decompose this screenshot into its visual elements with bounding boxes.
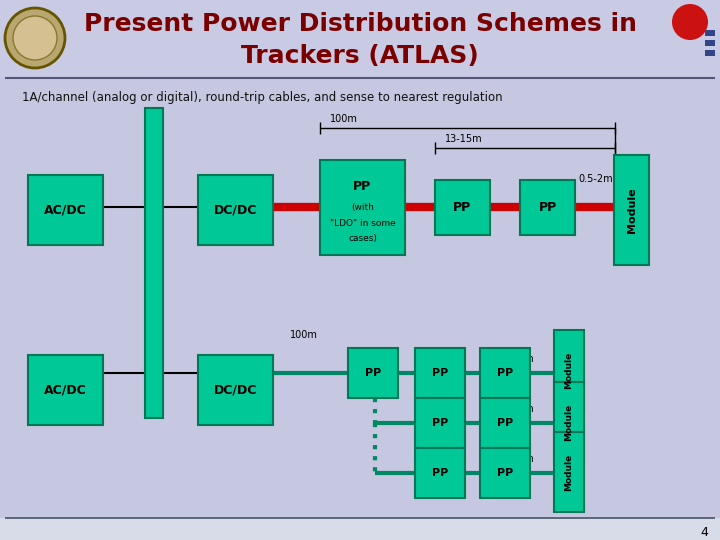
Text: AC/DC: AC/DC [44,383,87,396]
Circle shape [13,16,57,60]
Text: Module: Module [564,352,574,389]
Text: Module: Module [564,454,574,491]
Bar [705,50,715,56]
Bar [554,432,584,512]
Bar [0,518,720,540]
Text: 0.5-2m: 0.5-2m [499,454,534,464]
Text: 1A/channel (analog or digital), round-trip cables, and sense to nearest regulati: 1A/channel (analog or digital), round-tr… [22,91,503,105]
Bar [415,348,465,398]
Bar [554,330,584,410]
Text: Present Power Distribution Schemes in: Present Power Distribution Schemes in [84,12,636,36]
Text: (with: (with [351,203,374,212]
Bar [435,180,490,235]
Text: 0.5-2m: 0.5-2m [499,404,534,414]
Text: PP: PP [365,368,381,378]
Bar [28,355,103,425]
Text: PP: PP [432,368,448,378]
Bar [480,448,530,498]
Bar [554,382,584,462]
Text: 0.5-2m: 0.5-2m [578,174,613,184]
Text: "LDO" in some: "LDO" in some [330,219,395,228]
Text: 100m: 100m [290,330,318,340]
Text: PP: PP [432,468,448,478]
Bar [28,175,103,245]
Text: PP: PP [432,418,448,428]
Bar [520,180,575,235]
Bar [348,348,398,398]
Text: 13-15m: 13-15m [445,134,482,144]
Bar [320,160,405,255]
Text: 4: 4 [700,526,708,539]
Bar [415,448,465,498]
Bar [145,108,163,418]
Bar [480,348,530,398]
Text: DC/DC: DC/DC [214,383,257,396]
Text: cases): cases) [348,234,377,244]
Text: PP: PP [497,418,513,428]
Text: PP: PP [454,201,472,214]
Circle shape [5,8,65,68]
Text: 100m: 100m [330,114,358,124]
Text: PP: PP [354,180,372,193]
Text: Trackers (ATLAS): Trackers (ATLAS) [241,44,479,68]
Text: PP: PP [497,468,513,478]
Bar [614,155,649,265]
Bar [705,40,715,46]
Bar [0,0,720,78]
Text: PP: PP [497,368,513,378]
Bar [480,398,530,448]
Bar [415,398,465,448]
Text: Module: Module [626,187,636,233]
Bar [198,175,273,245]
Circle shape [672,4,708,40]
Bar [198,355,273,425]
Text: AC/DC: AC/DC [44,204,87,217]
Text: Module: Module [564,403,574,441]
Text: 0.5-2m: 0.5-2m [499,354,534,364]
Text: PP: PP [539,201,557,214]
Text: DC/DC: DC/DC [214,204,257,217]
Bar [705,30,715,36]
